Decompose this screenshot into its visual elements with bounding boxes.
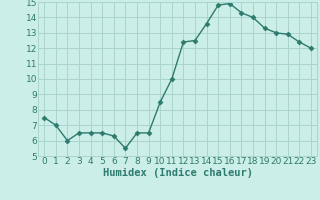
X-axis label: Humidex (Indice chaleur): Humidex (Indice chaleur) (103, 168, 252, 178)
